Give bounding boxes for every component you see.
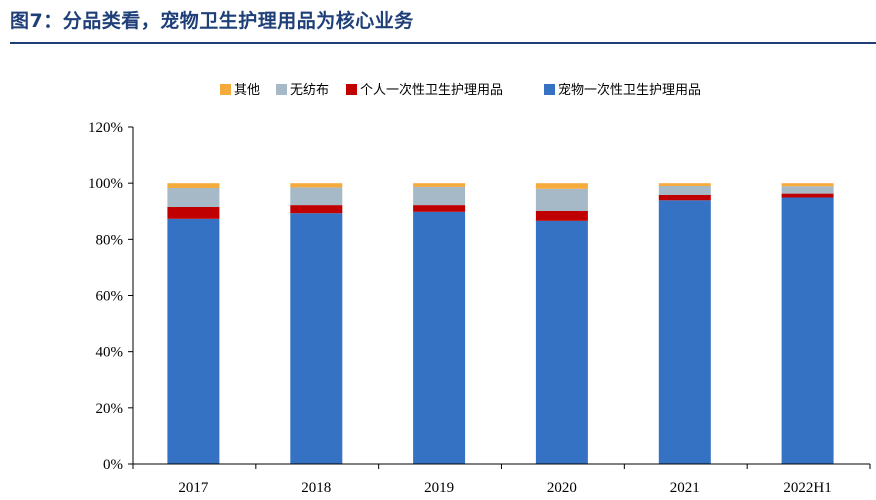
bar-segment-2020-series-3 [535, 183, 588, 189]
bar-segment-2022h1-series-0 [781, 197, 834, 464]
legend-swatch-1 [276, 84, 287, 95]
bar-segment-2019-series-1 [413, 205, 466, 212]
x-tick-label-2017: 2017 [178, 480, 209, 496]
bar-segment-2018-series-0 [290, 213, 343, 464]
x-tick-label-2022h1: 2022H1 [783, 480, 831, 496]
bar-segment-2022h1-series-2 [781, 186, 834, 194]
bar-segment-2020-series-2 [535, 188, 588, 211]
legend-label-2: 个人一次性卫生护理用品 [360, 82, 503, 98]
bar-segment-2020-series-1 [535, 211, 588, 221]
legend-swatch-0 [220, 84, 231, 95]
y-tick-label: 60% [96, 289, 124, 305]
bar-segment-2021-series-2 [658, 186, 711, 195]
bar-segment-2019-series-2 [413, 186, 466, 206]
y-tick-label: 100% [88, 176, 123, 192]
bar-segment-2022h1-series-3 [781, 183, 834, 187]
bar-segment-2019-series-3 [413, 183, 466, 187]
bar-segment-2018-series-1 [290, 205, 343, 214]
legend-label-0: 其他 [234, 83, 260, 98]
chart-legend: 其他 无纺布 个人一次性卫生护理用品 宠物一次性卫生护理用品 [220, 82, 701, 98]
title-divider [10, 42, 876, 44]
legend-label-1: 无纺布 [290, 83, 329, 98]
y-tick-label: 80% [96, 232, 124, 248]
y-tick-label: 20% [96, 401, 124, 417]
bar-segment-2019-series-0 [413, 211, 466, 464]
bar-stacks [167, 183, 834, 465]
bar-segment-2017-series-1 [167, 207, 220, 219]
bar-segment-2017-series-0 [167, 218, 220, 464]
x-tick-label-2019: 2019 [424, 480, 454, 496]
bar-segment-2018-series-2 [290, 187, 343, 206]
bar-segment-2017-series-2 [167, 187, 220, 207]
bar-segment-2021-series-0 [658, 200, 711, 465]
y-tick-label: 40% [96, 345, 124, 361]
bar-segment-2022h1-series-1 [781, 193, 834, 198]
legend-swatch-3 [544, 84, 555, 95]
x-tick-label-2018: 2018 [301, 480, 331, 496]
x-tick-label-2021: 2021 [670, 480, 700, 496]
bar-segment-2021-series-3 [658, 183, 711, 186]
legend-label-3: 宠物一次性卫生护理用品 [558, 82, 701, 98]
bar-segment-2017-series-3 [167, 183, 220, 188]
bar-segment-2021-series-1 [658, 195, 711, 201]
figure-title: 图7：分品类看，宠物卫生护理用品为核心业务 [10, 10, 414, 32]
bar-segment-2018-series-3 [290, 183, 343, 188]
y-tick-label: 0% [103, 457, 123, 473]
x-axis: 2017 2018 2019 2020 2021 2022H1 [132, 463, 871, 496]
y-axis: 0% 20% 40% 60% 80% 100% 120% [88, 120, 134, 473]
bar-segment-2020-series-0 [535, 220, 588, 464]
x-tick-label-2020: 2020 [547, 480, 577, 496]
y-tick-label: 120% [88, 120, 123, 136]
legend-swatch-2 [346, 84, 357, 95]
